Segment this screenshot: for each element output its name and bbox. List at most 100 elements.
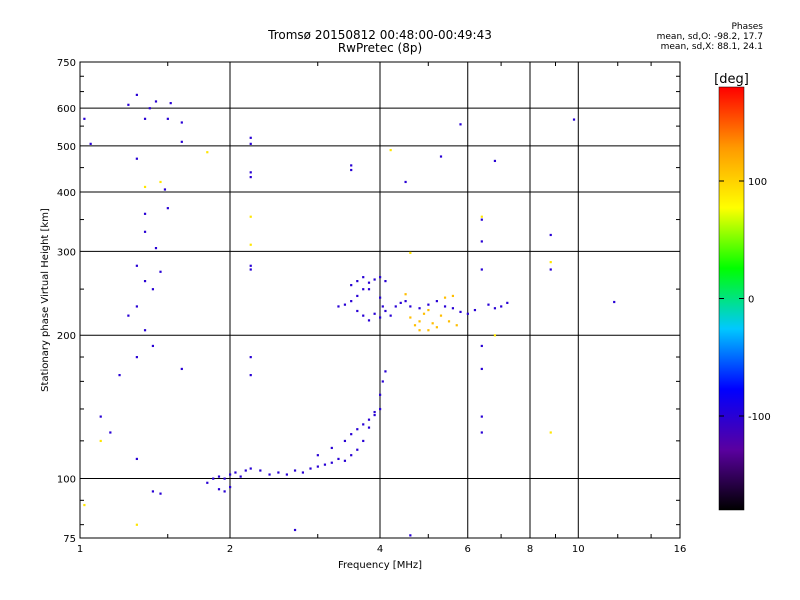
- data-point: [399, 301, 402, 304]
- data-point: [435, 300, 438, 303]
- data-point: [343, 439, 347, 443]
- colorbar-label: [deg]: [714, 72, 749, 87]
- data-point: [373, 278, 376, 281]
- data-point: [451, 294, 455, 298]
- data-point: [480, 415, 483, 418]
- x-tick-label: 8: [527, 544, 533, 555]
- data-point: [135, 93, 138, 96]
- data-point: [249, 243, 252, 246]
- data-point: [404, 300, 407, 303]
- data-point: [356, 309, 359, 313]
- data-point: [249, 215, 252, 218]
- data-point: [350, 284, 353, 287]
- data-point: [404, 293, 407, 296]
- data-point: [409, 251, 412, 255]
- data-point: [350, 433, 353, 436]
- data-point: [249, 264, 252, 267]
- data-point: [384, 280, 387, 283]
- data-point: [356, 280, 359, 283]
- data-point: [439, 314, 443, 317]
- data-point: [427, 308, 430, 312]
- data-point: [373, 312, 376, 315]
- data-point: [249, 136, 252, 139]
- data-point: [572, 118, 576, 121]
- data-point: [99, 439, 102, 443]
- colorbar-tick-label: 100: [748, 177, 767, 188]
- y-tick-label: 600: [57, 104, 76, 115]
- grid-lines: [80, 62, 680, 538]
- data-point: [89, 142, 92, 145]
- data-point: [343, 303, 347, 306]
- data-point: [409, 305, 412, 308]
- axis-tick-labels: 1 2 4 6 8 10 16 75 100 200 300 400 500 600 750: [57, 58, 686, 555]
- data-point: [166, 117, 169, 120]
- data-point: [409, 316, 412, 319]
- data-point: [293, 469, 297, 472]
- data-point: [367, 288, 371, 291]
- data-point: [389, 314, 392, 317]
- phase-stats-x-mode: mean, sd,X: 88.1, 24.1: [660, 42, 763, 52]
- x-axis-label: Frequency [MHz]: [338, 560, 422, 571]
- data-point: [127, 314, 130, 317]
- data-point: [459, 310, 462, 314]
- data-point: [379, 276, 382, 279]
- data-point: [381, 380, 384, 383]
- data-point: [443, 305, 447, 308]
- colorbar-tick-label: 0: [748, 295, 754, 306]
- data-point: [350, 168, 353, 172]
- data-point: [223, 490, 226, 493]
- data-point: [159, 180, 162, 184]
- data-point: [169, 102, 172, 105]
- data-point: [379, 296, 382, 299]
- data-point: [480, 431, 483, 434]
- data-point: [480, 215, 483, 218]
- data-point: [480, 344, 483, 348]
- data-point: [487, 303, 490, 306]
- y-tick-label: 500: [57, 142, 76, 153]
- y-tick-label: 400: [57, 188, 76, 199]
- data-point: [239, 475, 242, 478]
- data-point: [268, 473, 271, 476]
- data-point: [180, 121, 183, 124]
- data-point: [154, 100, 158, 103]
- data-point: [135, 356, 138, 359]
- data-point: [362, 314, 365, 317]
- data-point: [159, 492, 162, 495]
- data-point: [384, 309, 387, 313]
- data-point: [143, 185, 147, 189]
- data-point: [493, 159, 497, 163]
- data-point: [418, 307, 421, 310]
- data-point: [362, 276, 365, 279]
- data-point: [613, 300, 616, 304]
- data-point: [362, 423, 365, 426]
- data-point: [506, 301, 509, 304]
- data-point: [379, 393, 382, 396]
- data-point: [229, 485, 232, 489]
- data-point: [439, 155, 443, 158]
- data-point: [143, 117, 147, 120]
- data-point: [249, 374, 252, 377]
- data-point: [109, 431, 112, 434]
- data-point: [373, 413, 376, 417]
- data-point: [549, 268, 552, 271]
- data-point: [431, 322, 434, 325]
- data-point: [159, 270, 162, 273]
- data-point: [337, 305, 340, 308]
- chart-subtitle: RwPretec (8p): [337, 41, 423, 55]
- data-point: [367, 418, 371, 421]
- data-point: [455, 324, 458, 327]
- data-point: [409, 534, 412, 537]
- y-tick-label: 300: [57, 247, 76, 258]
- data-point: [135, 264, 138, 267]
- colorbar-tick-label: -100: [748, 412, 771, 423]
- data-point: [259, 469, 262, 472]
- data-point: [473, 308, 477, 312]
- data-point: [422, 312, 426, 315]
- data-point: [466, 312, 469, 315]
- data-point: [379, 407, 382, 411]
- data-point: [143, 212, 147, 215]
- data-point: [500, 305, 503, 308]
- data-point: [549, 261, 552, 264]
- data-point: [118, 374, 121, 377]
- x-tick-label: 10: [572, 544, 585, 555]
